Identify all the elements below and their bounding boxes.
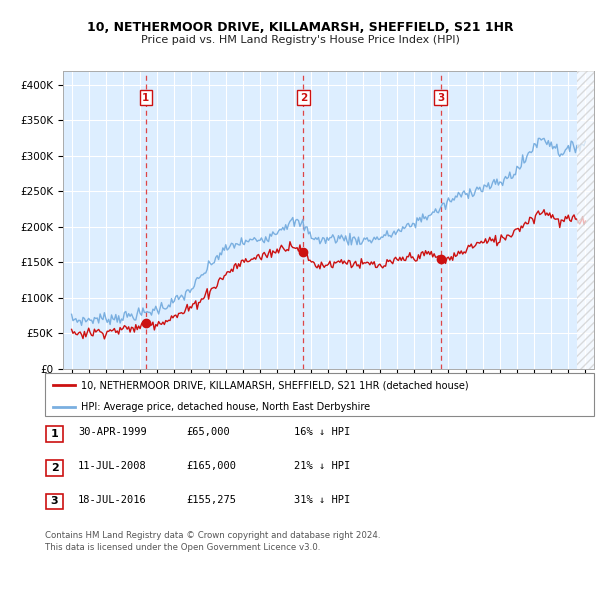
- Text: 21% ↓ HPI: 21% ↓ HPI: [294, 461, 350, 471]
- Text: 11-JUL-2008: 11-JUL-2008: [78, 461, 147, 471]
- Text: 31% ↓ HPI: 31% ↓ HPI: [294, 495, 350, 504]
- Text: Price paid vs. HM Land Registry's House Price Index (HPI): Price paid vs. HM Land Registry's House …: [140, 35, 460, 45]
- Text: 3: 3: [51, 497, 58, 506]
- Text: £65,000: £65,000: [186, 428, 230, 437]
- Text: 3: 3: [437, 93, 444, 103]
- Text: 10, NETHERMOOR DRIVE, KILLAMARSH, SHEFFIELD, S21 1HR: 10, NETHERMOOR DRIVE, KILLAMARSH, SHEFFI…: [86, 21, 514, 34]
- Text: HPI: Average price, detached house, North East Derbyshire: HPI: Average price, detached house, Nort…: [80, 402, 370, 412]
- Text: £155,275: £155,275: [186, 495, 236, 504]
- Text: £165,000: £165,000: [186, 461, 236, 471]
- Text: 30-APR-1999: 30-APR-1999: [78, 428, 147, 437]
- Text: 1: 1: [142, 93, 149, 103]
- Text: 18-JUL-2016: 18-JUL-2016: [78, 495, 147, 504]
- Text: Contains HM Land Registry data © Crown copyright and database right 2024.
This d: Contains HM Land Registry data © Crown c…: [45, 531, 380, 552]
- Text: 1: 1: [51, 430, 58, 439]
- Text: 16% ↓ HPI: 16% ↓ HPI: [294, 428, 350, 437]
- Text: 2: 2: [51, 463, 58, 473]
- Text: 2: 2: [299, 93, 307, 103]
- Text: 10, NETHERMOOR DRIVE, KILLAMARSH, SHEFFIELD, S21 1HR (detached house): 10, NETHERMOOR DRIVE, KILLAMARSH, SHEFFI…: [80, 381, 469, 391]
